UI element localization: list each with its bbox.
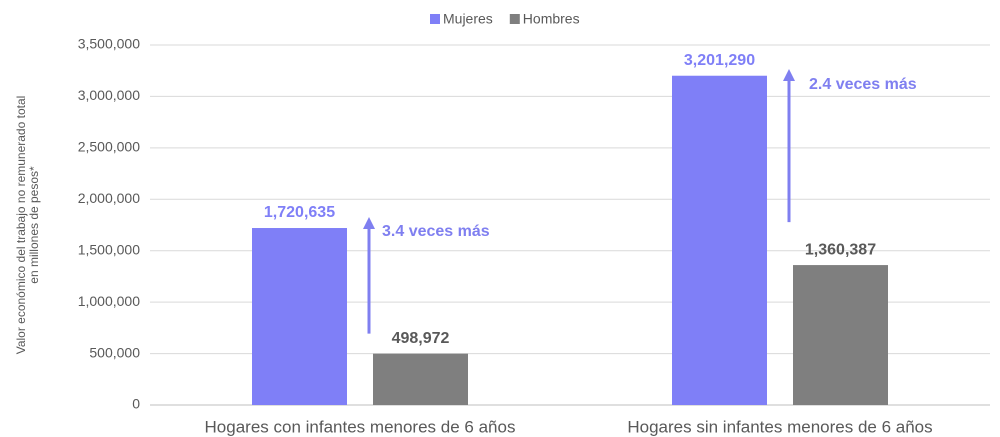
legend-label: Hombres	[523, 11, 580, 27]
y-axis-title-line: Valor económico del trabajo no remunerad…	[14, 96, 28, 355]
annotation: 3.4 veces más	[382, 223, 490, 240]
annotation: 2.4 veces más	[809, 76, 917, 93]
y-tick-label: 1,500,000	[78, 241, 140, 257]
data-label: 1,360,387	[805, 241, 876, 258]
legend-swatch	[430, 14, 440, 24]
y-tick-label: 1,000,000	[78, 293, 140, 309]
x-tick-label: Hogares sin infantes menores de 6 años	[627, 417, 932, 436]
y-tick-label: 0	[132, 396, 140, 412]
y-axis-title: Valor económico del trabajo no remunerad…	[14, 96, 41, 355]
legend-swatch	[509, 14, 520, 24]
data-label: 1,720,635	[264, 204, 335, 221]
y-tick-label: 2,500,000	[78, 139, 140, 155]
bar	[252, 228, 347, 405]
legend: Mujeres Hombres	[430, 11, 580, 27]
y-axis-title-line: en millones de pesos*	[27, 166, 41, 284]
bar	[373, 353, 468, 405]
y-tick-label: 2,000,000	[78, 190, 140, 206]
bar	[672, 75, 767, 405]
y-tick-label: 500,000	[89, 344, 140, 360]
y-tick-label: 3,500,000	[78, 36, 140, 52]
data-label: 3,201,290	[684, 52, 755, 69]
bar	[793, 265, 888, 405]
y-tick-label: 3,000,000	[78, 87, 140, 103]
legend-label: Mujeres	[443, 11, 493, 27]
x-tick-label: Hogares con infantes menores de 6 años	[205, 417, 516, 436]
data-label: 498,972	[392, 330, 450, 347]
